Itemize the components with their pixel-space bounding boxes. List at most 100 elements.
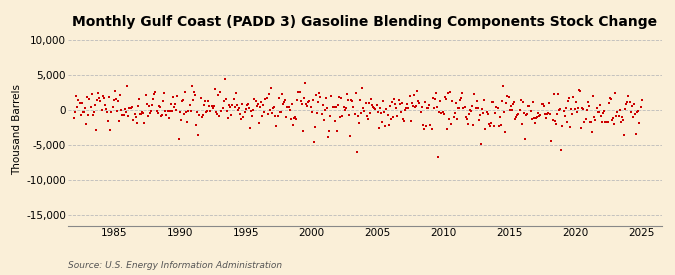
Point [277, 101, 288, 106]
Point [345, 133, 356, 138]
Point [369, 106, 380, 110]
Point [170, 102, 181, 106]
Point [211, 109, 221, 114]
Point [334, 95, 345, 99]
Point [205, 109, 216, 114]
Point [144, 111, 155, 115]
Point [134, 97, 144, 101]
Point [607, 118, 618, 123]
Point [494, 115, 505, 120]
Point [626, 104, 637, 108]
Point [375, 106, 385, 110]
Point [503, 95, 514, 99]
Point [141, 102, 152, 106]
Point [127, 105, 138, 109]
Point [420, 100, 431, 104]
Point [516, 122, 527, 127]
Point [219, 77, 230, 81]
Point [499, 110, 510, 114]
Point [544, 101, 555, 105]
Point [223, 116, 234, 120]
Point [239, 110, 250, 114]
Point [402, 102, 413, 107]
Point [227, 102, 238, 107]
Point [562, 99, 573, 103]
Point [200, 99, 211, 103]
Point [574, 88, 585, 93]
Point [198, 103, 209, 108]
Point [521, 113, 532, 117]
Point [183, 109, 194, 114]
Point [439, 95, 450, 99]
Point [346, 98, 356, 102]
Point [286, 102, 297, 106]
Point [481, 110, 492, 114]
Point [487, 100, 497, 104]
Point [111, 109, 122, 114]
Point [572, 106, 583, 111]
Point [226, 113, 237, 117]
Point [221, 97, 232, 101]
Point [316, 112, 327, 116]
Point [162, 109, 173, 114]
Point [271, 123, 282, 128]
Point [539, 104, 549, 108]
Point [574, 89, 585, 93]
Point [184, 103, 195, 107]
Point [404, 94, 415, 99]
Point [425, 123, 436, 127]
Point [260, 97, 271, 101]
Point [446, 122, 457, 127]
Point [92, 98, 103, 103]
Point [292, 98, 303, 103]
Point [497, 99, 508, 104]
Point [392, 114, 403, 118]
Point [506, 108, 517, 113]
Point [469, 92, 480, 97]
Point [489, 123, 500, 128]
Point [155, 105, 165, 109]
Point [500, 130, 511, 135]
Point [230, 105, 240, 109]
Point [242, 102, 253, 106]
Point [377, 120, 387, 124]
Point [464, 108, 475, 112]
Point [245, 125, 256, 130]
Point [389, 97, 400, 101]
Point [396, 110, 406, 114]
Point [114, 119, 125, 123]
Point [161, 113, 172, 117]
Point [265, 86, 276, 90]
Point [344, 113, 354, 117]
Point [303, 100, 314, 104]
Point [475, 112, 485, 117]
Point [107, 105, 118, 109]
Point [405, 119, 416, 123]
Point [115, 92, 126, 97]
Point [524, 103, 535, 108]
Point [126, 106, 137, 111]
Point [485, 121, 496, 125]
Point [370, 107, 381, 112]
Point [555, 106, 566, 111]
Point [458, 106, 469, 111]
Point [213, 93, 223, 97]
Point [619, 132, 630, 137]
Point [83, 113, 94, 117]
Point [84, 97, 95, 101]
Point [336, 96, 347, 100]
Point [413, 99, 424, 103]
Point [569, 107, 580, 111]
Point [604, 96, 615, 100]
Point [560, 114, 570, 118]
Point [314, 91, 325, 96]
Point [457, 91, 468, 95]
Point [347, 99, 358, 103]
Point [492, 106, 503, 110]
Point [270, 114, 281, 118]
Point [195, 95, 206, 100]
Point [284, 108, 295, 112]
Point [462, 122, 473, 127]
Point [217, 106, 228, 110]
Point [279, 100, 290, 104]
